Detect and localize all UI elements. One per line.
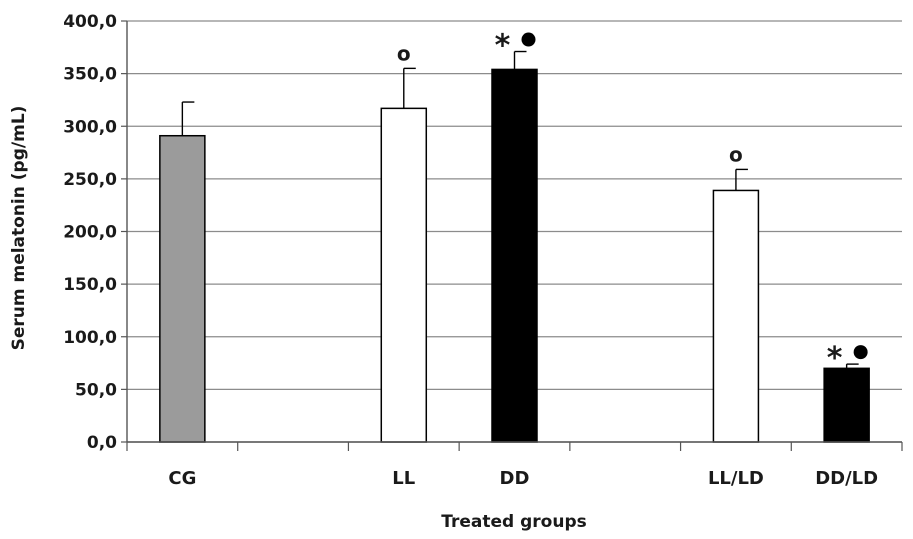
axes bbox=[121, 20, 903, 451]
significance-marker: o bbox=[729, 142, 743, 166]
y-axis-title: Serum melatonin (pg/mL) bbox=[9, 106, 29, 351]
labels: 0,0 50,0 100,0 150,0 200,0 250,0 300,0 350,0 400… bbox=[63, 12, 878, 489]
category-label: LL/LD bbox=[708, 468, 764, 489]
category-label: DD/LD bbox=[815, 468, 878, 489]
y-tick-label: 350,0 bbox=[63, 65, 117, 85]
category-label: CG bbox=[168, 468, 196, 489]
significance-dot bbox=[853, 345, 868, 360]
x-axis-title: Treated groups bbox=[441, 512, 586, 532]
significance-marker: o bbox=[397, 41, 411, 65]
bar bbox=[380, 107, 428, 443]
y-tick-label: 300,0 bbox=[63, 117, 117, 137]
bar bbox=[712, 189, 760, 443]
y-tick-label: 100,0 bbox=[63, 328, 117, 348]
y-tick-label: 200,0 bbox=[63, 223, 117, 243]
category-label: DD bbox=[500, 468, 530, 489]
y-tick-label: 150,0 bbox=[63, 275, 117, 295]
bar bbox=[491, 68, 538, 443]
bar bbox=[823, 367, 870, 443]
significance-marker: * bbox=[827, 341, 843, 376]
y-tick-label: 0,0 bbox=[87, 433, 117, 453]
significance-dot bbox=[521, 32, 536, 47]
bar bbox=[159, 134, 206, 443]
significance-marker: * bbox=[495, 29, 511, 64]
y-tick-label: 400,0 bbox=[63, 12, 117, 32]
bars bbox=[159, 50, 870, 443]
category-label: LL bbox=[392, 468, 415, 489]
y-tick-label: 50,0 bbox=[75, 380, 117, 400]
y-tick-label: 250,0 bbox=[63, 170, 117, 190]
